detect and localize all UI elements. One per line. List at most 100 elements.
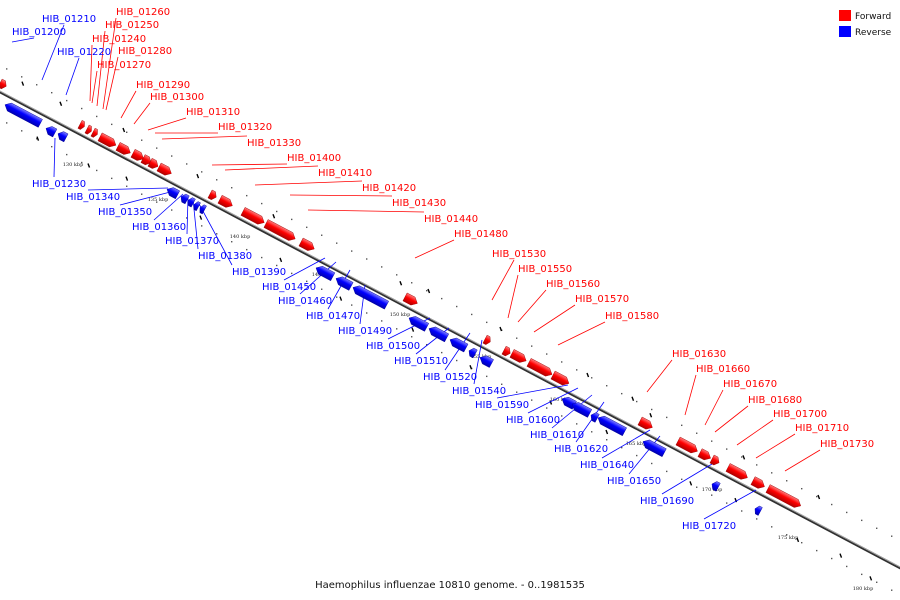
tick-label: 180 kbp bbox=[853, 586, 874, 592]
gene-label: HIB_01550 bbox=[518, 264, 572, 275]
tick-label: 140 kbp bbox=[230, 234, 251, 240]
reverse-gene-arrow bbox=[352, 285, 389, 310]
gene-label: HIB_01250 bbox=[105, 20, 159, 31]
gene-label: HIB_01520 bbox=[423, 372, 477, 383]
gene-label: HIB_01620 bbox=[554, 444, 608, 455]
gene-label: HIB_01310 bbox=[186, 107, 240, 118]
legend: Forward Reverse bbox=[839, 10, 892, 38]
gene-label: HIB_01630 bbox=[672, 349, 726, 360]
leader-line bbox=[601, 429, 651, 459]
reverse-gene-arrow bbox=[315, 266, 336, 282]
gene-label: HIB_01260 bbox=[116, 7, 170, 18]
gene-label: HIB_01680 bbox=[748, 395, 802, 406]
forward-gene-arrow bbox=[709, 454, 720, 466]
gene-label: HIB_01600 bbox=[506, 415, 560, 426]
reverse-gene-arrow bbox=[590, 412, 600, 423]
leader-line bbox=[517, 289, 547, 323]
legend-forward-swatch bbox=[839, 10, 851, 21]
gene-label: HIB_01200 bbox=[12, 27, 66, 38]
leader-line bbox=[186, 196, 189, 235]
reverse-gene-arrow bbox=[711, 481, 721, 492]
gene-label: HIB_01460 bbox=[278, 296, 332, 307]
gene-label: HIB_01210 bbox=[42, 14, 96, 25]
reverse-gene-arrow bbox=[57, 131, 69, 143]
gene-label: HIB_01280 bbox=[118, 46, 172, 57]
reverse-gene-arrow bbox=[428, 326, 450, 343]
legend-reverse-swatch bbox=[839, 26, 851, 37]
leader-line bbox=[646, 359, 673, 393]
leader-line bbox=[120, 90, 137, 119]
forward-gene-arrow bbox=[263, 219, 296, 241]
leader-line bbox=[557, 321, 606, 346]
leader-line bbox=[89, 44, 93, 102]
reverse-gene-arrow bbox=[408, 316, 430, 332]
leader-line bbox=[444, 332, 471, 371]
leader-line bbox=[211, 163, 288, 166]
leader-line bbox=[736, 419, 774, 446]
legend-reverse-label: Reverse bbox=[855, 28, 892, 38]
leader-line bbox=[684, 374, 697, 416]
leader-line bbox=[307, 209, 425, 213]
tick-label: 135 kbp bbox=[148, 197, 169, 203]
leader-line bbox=[65, 57, 80, 96]
gene-label: HIB_01490 bbox=[338, 326, 392, 337]
leader-line bbox=[53, 137, 56, 178]
leader-line bbox=[527, 387, 579, 414]
leader-line bbox=[661, 463, 713, 495]
forward-gene-arrow bbox=[217, 194, 233, 208]
figure-caption: Haemophilus influenzae 10810 genome. - 0… bbox=[315, 580, 585, 591]
gene-label: HIB_01480 bbox=[454, 229, 508, 240]
leader-line bbox=[575, 401, 605, 443]
forward-gene-arrow bbox=[482, 334, 491, 345]
gene-label: HIB_01540 bbox=[452, 386, 506, 397]
forward-gene-arrow bbox=[90, 127, 98, 138]
gene-label: HIB_01270 bbox=[97, 60, 151, 71]
leader-line bbox=[41, 24, 65, 81]
forward-gene-arrow bbox=[725, 463, 748, 480]
forward-gene-arrow bbox=[240, 207, 265, 225]
leader-line bbox=[327, 269, 351, 310]
leader-line bbox=[784, 449, 821, 472]
reverse-gene-arrow bbox=[571, 402, 593, 418]
forward-gene-arrow bbox=[750, 476, 765, 489]
legend-forward-label: Forward bbox=[855, 12, 891, 22]
gene-label: HIB_01300 bbox=[150, 92, 204, 103]
leader-line bbox=[197, 201, 233, 266]
leader-line bbox=[96, 30, 106, 107]
forward-gene-arrow bbox=[675, 436, 698, 454]
reverse-gene-arrow bbox=[180, 193, 190, 205]
gene-label: HIB_01640 bbox=[580, 460, 634, 471]
gene-label: HIB_01720 bbox=[682, 521, 736, 532]
forward-gene-arrow bbox=[140, 154, 152, 166]
reverse-gene-arrow bbox=[199, 204, 207, 215]
reverse-gene-arrow bbox=[335, 276, 354, 291]
reverse-gene-arrow bbox=[45, 126, 58, 138]
leader-line bbox=[102, 17, 117, 110]
tick-label: 175 kbp bbox=[778, 535, 799, 541]
gene-label: HIB_01730 bbox=[820, 439, 874, 450]
gene-label: HIB_01580 bbox=[605, 311, 659, 322]
gene-label: HIB_01400 bbox=[287, 153, 341, 164]
gene-label: HIB_01350 bbox=[98, 207, 152, 218]
leader-line bbox=[533, 304, 576, 333]
forward-gene-arrow bbox=[156, 162, 172, 176]
forward-gene-arrow bbox=[526, 358, 553, 377]
leader-line bbox=[224, 165, 319, 171]
leader-line bbox=[153, 193, 184, 221]
tick-label: 155 kbp bbox=[471, 354, 492, 360]
leader-line bbox=[133, 102, 151, 125]
tick-label: 170 kbp bbox=[702, 487, 723, 493]
reverse-gene-arrow bbox=[193, 201, 201, 212]
reverse-gene-arrow bbox=[166, 187, 180, 200]
reverse-gene-arrow bbox=[449, 337, 469, 353]
reverse-gene-arrow bbox=[642, 439, 667, 458]
gene-label: HIB_01570 bbox=[575, 294, 629, 305]
leader-line bbox=[755, 433, 796, 459]
reverse-gene-arrow bbox=[479, 355, 494, 368]
gene-label: HIB_01560 bbox=[546, 279, 600, 290]
forward-gene-arrow bbox=[402, 292, 418, 306]
forward-gene-arrow bbox=[147, 158, 159, 169]
forward-gene-arrow bbox=[298, 237, 315, 251]
forward-gene-arrow bbox=[77, 120, 85, 130]
